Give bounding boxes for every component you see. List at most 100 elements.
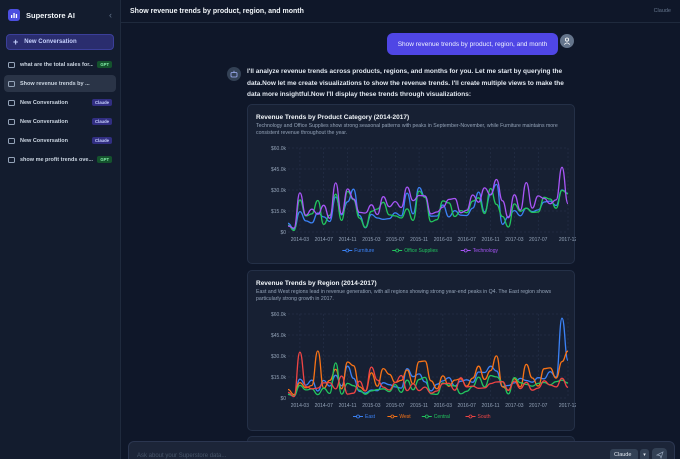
conversation-item[interactable]: New Conversation Claude xyxy=(4,113,116,130)
sidebar: Superstore AI ‹ + New Conversation what … xyxy=(0,0,121,459)
chat-bubble-icon xyxy=(8,156,15,163)
y-tick-label: $15.0k xyxy=(271,209,287,215)
top-bar: Show revenue trends by product, region, … xyxy=(121,0,680,23)
legend-label: South xyxy=(478,414,491,420)
legend-item[interactable]: Furniture xyxy=(342,248,375,254)
x-tick-label: 2016-03 xyxy=(434,237,453,243)
chat-bubble-icon xyxy=(8,137,15,144)
model-badge: GPT xyxy=(97,156,112,163)
chevron-down-icon[interactable]: ▾ xyxy=(640,449,649,459)
conversation-item[interactable]: what are the total sales for... GPT xyxy=(4,56,116,73)
conversation-item[interactable]: show me profit trends ove... GPT xyxy=(4,151,116,168)
model-label: Claude xyxy=(653,8,671,14)
model-badge: Claude xyxy=(92,137,112,144)
series-line-west[interactable] xyxy=(287,350,569,396)
x-tick-label: 2015-03 xyxy=(362,403,381,409)
x-tick-label: 2017-12 xyxy=(559,403,576,409)
model-badge: Claude xyxy=(92,99,112,106)
chat-bubble-icon xyxy=(8,80,15,87)
y-tick-label: $0 xyxy=(280,230,286,236)
x-tick-label: 2015-07 xyxy=(386,237,405,243)
series-line-south[interactable] xyxy=(287,351,569,398)
send-button[interactable] xyxy=(652,448,667,459)
conversation-label: New Conversation xyxy=(20,118,68,125)
legend-marker xyxy=(468,414,473,419)
y-tick-label: $0 xyxy=(280,396,286,402)
conversation-list: what are the total sales for... GPT Show r… xyxy=(0,56,120,168)
x-tick-label: 2017-07 xyxy=(529,403,548,409)
x-tick-label: 2016-03 xyxy=(434,403,453,409)
y-tick-label: $15.0k xyxy=(271,375,287,381)
x-tick-label: 2017-12 xyxy=(559,237,576,243)
legend-label: Technology xyxy=(473,248,499,254)
conversation-label: New Conversation xyxy=(20,137,68,144)
legend-item[interactable]: South xyxy=(465,414,491,420)
x-tick-label: 2014-07 xyxy=(315,237,334,243)
app-title: Superstore AI xyxy=(26,10,75,20)
legend-label: Office Supplies xyxy=(404,248,438,254)
x-tick-label: 2016-07 xyxy=(458,403,477,409)
conversation-item[interactable]: New Conversation Claude xyxy=(4,132,116,149)
x-tick-label: 2014-03 xyxy=(291,403,310,409)
conversation-label: New Conversation xyxy=(20,99,68,106)
chat-bubble-icon xyxy=(8,61,15,68)
y-tick-label: $30.0k xyxy=(271,354,287,360)
category-chart-card: Revenue Trends by Product Category (2014… xyxy=(247,104,576,264)
new-conversation-button[interactable]: + New Conversation xyxy=(6,34,114,50)
message-input[interactable]: Ask about your Superstore data... xyxy=(137,453,227,459)
legend-item[interactable]: Office Supplies xyxy=(392,248,438,254)
legend-marker xyxy=(345,248,350,253)
y-tick-label: $30.0k xyxy=(271,188,287,194)
conversation-item[interactable]: Show revenue trends by ... xyxy=(4,75,116,92)
region-chart-card: Revenue Trends by Region (2014-2017) Eas… xyxy=(247,270,576,431)
assistant-avatar-icon xyxy=(227,67,241,81)
chat-bubble-icon xyxy=(8,118,15,125)
conversation-title: Show revenue trends by product, region, … xyxy=(130,7,304,15)
message-input-bar: Ask about your Superstore data... Claude… xyxy=(128,441,675,459)
legend-item[interactable]: Technology xyxy=(460,248,499,254)
x-tick-label: 2016-11 xyxy=(482,237,500,243)
chart-title: Revenue Trends by Product Category (2014… xyxy=(256,114,410,121)
series-line-central[interactable] xyxy=(287,362,569,397)
collapse-sidebar-icon[interactable]: ‹ xyxy=(109,10,112,20)
send-icon xyxy=(655,451,664,459)
region-line-chart: $0 $15.0k $30.0k $45.0k $60.0k 2014-03 2014-07… xyxy=(271,312,576,420)
legend-item[interactable]: East xyxy=(353,414,376,420)
x-tick-label: 2015-07 xyxy=(386,403,405,409)
legend-item[interactable]: West xyxy=(387,414,411,420)
chart-logo-icon xyxy=(8,9,20,21)
x-tick-label: 2015-03 xyxy=(362,237,381,243)
conversation-label: Show revenue trends by ... xyxy=(20,80,90,87)
y-tick-label: $60.0k xyxy=(271,146,287,152)
legend-marker xyxy=(395,248,400,253)
chat-bubble-icon xyxy=(8,99,15,106)
category-line-chart: $0 $15.0k $30.0k $45.0k $60.0k 2014-03 2014-07… xyxy=(271,146,576,254)
model-select[interactable]: Claude xyxy=(610,449,638,459)
x-tick-label: 2014-03 xyxy=(291,237,310,243)
legend-marker xyxy=(390,414,395,419)
model-badge: GPT xyxy=(97,61,112,68)
legend-marker xyxy=(356,414,360,419)
x-tick-label: 2017-07 xyxy=(529,237,548,243)
sidebar-header: Superstore AI ‹ xyxy=(0,0,120,30)
series-line-technology[interactable] xyxy=(287,166,569,229)
x-tick-label: 2017-03 xyxy=(505,403,524,409)
chart-subtitle: East and West regions lead in revenue ge… xyxy=(256,289,552,302)
x-tick-label: 2014-11 xyxy=(339,237,357,243)
x-tick-label: 2015-11 xyxy=(410,237,428,243)
assistant-message: I'll analyze revenue trends across produ… xyxy=(247,68,564,98)
x-tick-label: 2015-11 xyxy=(410,403,428,409)
chart-title: Revenue Trends by Region (2014-2017) xyxy=(256,280,377,287)
x-tick-label: 2014-11 xyxy=(339,403,357,409)
chart-subtitle: Technology and Office Supplies show stro… xyxy=(256,123,558,136)
x-tick-label: 2016-07 xyxy=(458,237,477,243)
conversation-item[interactable]: New Conversation Claude xyxy=(4,94,116,111)
legend-item[interactable]: Central xyxy=(421,414,450,420)
x-tick-label: 2016-11 xyxy=(482,403,500,409)
y-tick-label: $45.0k xyxy=(271,333,287,339)
user-message: Show revenue trends by product, region, … xyxy=(387,33,558,55)
model-badge: Claude xyxy=(92,118,112,125)
series-line-office-supplies[interactable] xyxy=(287,187,569,232)
y-tick-label: $60.0k xyxy=(271,312,287,318)
legend-label: West xyxy=(399,414,411,420)
